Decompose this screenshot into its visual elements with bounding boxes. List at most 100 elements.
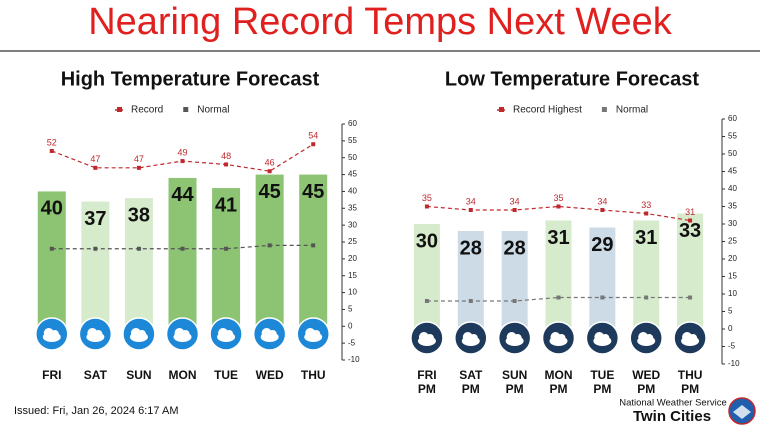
x-tick-label: FRI: [42, 368, 61, 382]
series-marker: [512, 299, 517, 303]
bar-value: 33: [679, 220, 701, 242]
record-label: 54: [308, 131, 318, 141]
series-marker: [512, 208, 517, 212]
bar: [37, 191, 66, 342]
x-tick-label: SAT: [459, 368, 483, 382]
x-tick-label: SAT: [84, 368, 108, 382]
record-label: 47: [90, 154, 100, 164]
y-tick-label: 60: [348, 119, 357, 128]
series-marker: [556, 295, 561, 300]
weather-icon: [296, 317, 330, 351]
record-label: 34: [510, 196, 520, 206]
series-marker: [93, 246, 98, 251]
chart-title: Low Temperature Forecast: [445, 68, 699, 90]
legend-item: Normal: [601, 105, 648, 116]
series-marker: [93, 165, 98, 170]
series-marker: [556, 204, 561, 209]
y-tick-label: 25: [348, 237, 357, 246]
icon-cloud: [513, 334, 522, 342]
y-tick-label: 50: [728, 149, 737, 158]
series-marker: [468, 208, 473, 212]
nws-logo: [728, 397, 756, 425]
series-marker: [688, 218, 693, 223]
icon-cloud: [689, 334, 698, 342]
y-tick-label: 25: [728, 237, 737, 246]
series-marker: [468, 299, 473, 303]
weather-icon: [78, 317, 113, 351]
weather-icon: [585, 321, 620, 355]
legend-marker: [601, 107, 607, 112]
y-tick-label: -10: [348, 355, 360, 364]
bar: [299, 174, 328, 342]
icon-cloud: [50, 330, 59, 338]
x-tick-label: SUN: [502, 368, 527, 382]
y-tick-label: 45: [728, 167, 737, 176]
x-tick-label: PM: [550, 382, 568, 396]
icon-cloud: [645, 334, 654, 342]
series-marker: [424, 299, 429, 303]
record-label: 52: [47, 137, 57, 147]
record-label: 34: [466, 196, 476, 206]
y-tick-label: 15: [728, 272, 737, 281]
legend-label: Record Highest: [513, 105, 582, 116]
weather-icon: [497, 321, 532, 355]
y-tick-label: 45: [348, 170, 357, 179]
bar-value: 28: [504, 237, 526, 259]
office: National Weather Service: [619, 398, 727, 409]
bar: [168, 177, 197, 342]
y-tick-label: 20: [728, 254, 737, 263]
record-label: 33: [641, 200, 651, 210]
y-tick-label: 0: [348, 321, 353, 330]
x-tick-label: PM: [681, 382, 699, 396]
legend-marker: [117, 107, 122, 112]
series-marker: [224, 246, 229, 251]
legend-item: Record: [115, 105, 163, 116]
y-tick-label: 35: [348, 203, 357, 212]
y-tick-label: 10: [728, 289, 737, 298]
icon-cloud: [94, 330, 103, 338]
y-tick-label: 30: [348, 220, 357, 229]
series-marker: [267, 243, 272, 248]
weather-icon: [673, 321, 707, 355]
bar-value: 45: [302, 181, 324, 203]
y-tick-label: 50: [348, 153, 357, 162]
x-tick-label: PM: [637, 382, 655, 396]
bar-value: 38: [128, 204, 150, 226]
y-tick-label: 35: [728, 202, 737, 211]
x-tick-label: SUN: [126, 368, 151, 382]
legend-marker: [499, 107, 504, 112]
series-marker: [224, 162, 229, 167]
bar-value: 44: [171, 184, 194, 206]
series-marker: [180, 246, 185, 251]
y-tick-label: 20: [348, 254, 357, 263]
x-tick-label: WED: [632, 368, 660, 382]
y-tick-label: 10: [348, 288, 357, 297]
y-tick-label: -10: [728, 359, 740, 368]
office-city: Twin Cities: [633, 408, 711, 425]
icon-cloud: [225, 330, 234, 338]
icon-cloud: [268, 330, 277, 338]
series-marker: [644, 211, 649, 216]
weather-icon: [541, 321, 576, 355]
legend-label: Record: [131, 105, 163, 116]
y-tick-label: 60: [728, 114, 737, 123]
x-tick-label: PM: [593, 382, 611, 396]
legend-marker: [183, 107, 189, 112]
x-tick-label: MON: [169, 368, 197, 382]
series-marker: [49, 148, 54, 153]
x-tick-label: TUE: [590, 368, 614, 382]
x-tick-label: TUE: [214, 368, 238, 382]
series-marker: [49, 246, 54, 251]
bar-value: 30: [416, 230, 438, 252]
series-marker: [644, 295, 649, 300]
bar-value: 45: [259, 181, 281, 203]
weather-icon: [209, 317, 243, 351]
record-label: 35: [422, 193, 432, 203]
bar-value: 40: [41, 198, 63, 220]
series-marker: [311, 243, 316, 248]
y-tick-label: 5: [728, 307, 733, 316]
legend-label: Normal: [616, 105, 648, 116]
record-label: 31: [685, 207, 695, 217]
legend-item: Record Highest: [497, 105, 582, 116]
y-tick-label: -5: [348, 338, 356, 347]
